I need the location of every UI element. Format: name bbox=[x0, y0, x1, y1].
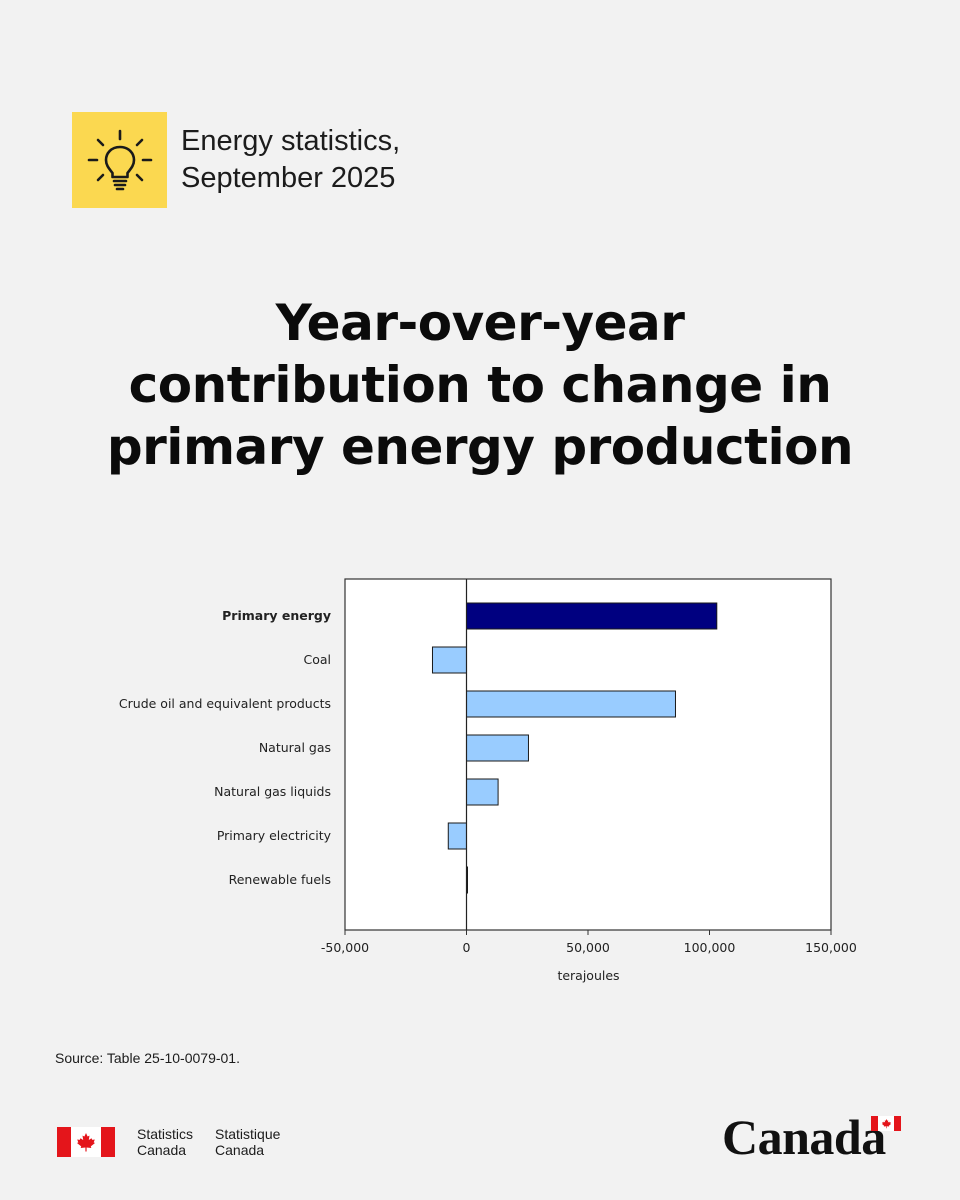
headline: Year-over-year contribution to change in… bbox=[40, 292, 920, 478]
topic-title: Energy statistics, September 2025 bbox=[181, 123, 400, 197]
bar-0 bbox=[466, 602, 718, 630]
x-tick-label-2: 50,000 bbox=[566, 940, 610, 955]
agency-en-line-1: Statistics bbox=[137, 1126, 194, 1142]
bar-1 bbox=[431, 646, 468, 674]
agency-en-line-2: Canada bbox=[137, 1142, 187, 1158]
category-label-1: Coal bbox=[303, 652, 331, 667]
agency-fr-line-2: Canada bbox=[215, 1142, 265, 1158]
bar-3 bbox=[466, 734, 529, 762]
category-label-6: Renewable fuels bbox=[229, 872, 331, 887]
x-tick-label-3: 100,000 bbox=[684, 940, 736, 955]
bar-2 bbox=[466, 690, 676, 718]
agency-name-fr: Statistique Canada bbox=[215, 1126, 280, 1158]
plot-area bbox=[344, 578, 832, 931]
category-label-3: Natural gas bbox=[259, 740, 331, 755]
topic-banner: Energy statistics, September 2025 bbox=[72, 112, 400, 208]
agency-fr-line-1: Statistique bbox=[215, 1126, 281, 1142]
headline-line-1: Year-over-year bbox=[275, 294, 685, 352]
headline-line-2: contribution to change in bbox=[128, 356, 832, 414]
bar-4 bbox=[466, 778, 499, 806]
category-label-5: Primary electricity bbox=[217, 828, 332, 843]
x-tick-label-4: 150,000 bbox=[805, 940, 857, 955]
category-label-4: Natural gas liquids bbox=[214, 784, 331, 799]
canada-flag-icon bbox=[57, 1127, 115, 1157]
lightbulb-icon bbox=[72, 112, 167, 208]
headline-line-3: primary energy production bbox=[106, 418, 854, 476]
x-tick-label-1: 0 bbox=[463, 940, 471, 955]
agency-name-en: Statistics Canada bbox=[137, 1126, 193, 1158]
wordmark-flag-icon bbox=[871, 1116, 901, 1131]
category-label-0: Primary energy bbox=[222, 608, 331, 623]
source-note: Source: Table 25-10-0079-01. bbox=[55, 1050, 240, 1066]
bar-chart: Primary energy Coal Crude oil and equivale… bbox=[119, 578, 857, 983]
x-tick-label-0: -50,000 bbox=[321, 940, 369, 955]
x-axis-label: terajoules bbox=[557, 968, 619, 983]
bar-5 bbox=[447, 822, 467, 850]
canada-wordmark: Canada bbox=[722, 1109, 886, 1165]
category-label-2: Crude oil and equivalent products bbox=[119, 696, 331, 711]
topic-line-1: Energy statistics, bbox=[181, 125, 401, 157]
topic-line-2: September 2025 bbox=[181, 162, 396, 194]
statcan-signature: Statistics Canada Statistique Canada bbox=[57, 1126, 280, 1158]
